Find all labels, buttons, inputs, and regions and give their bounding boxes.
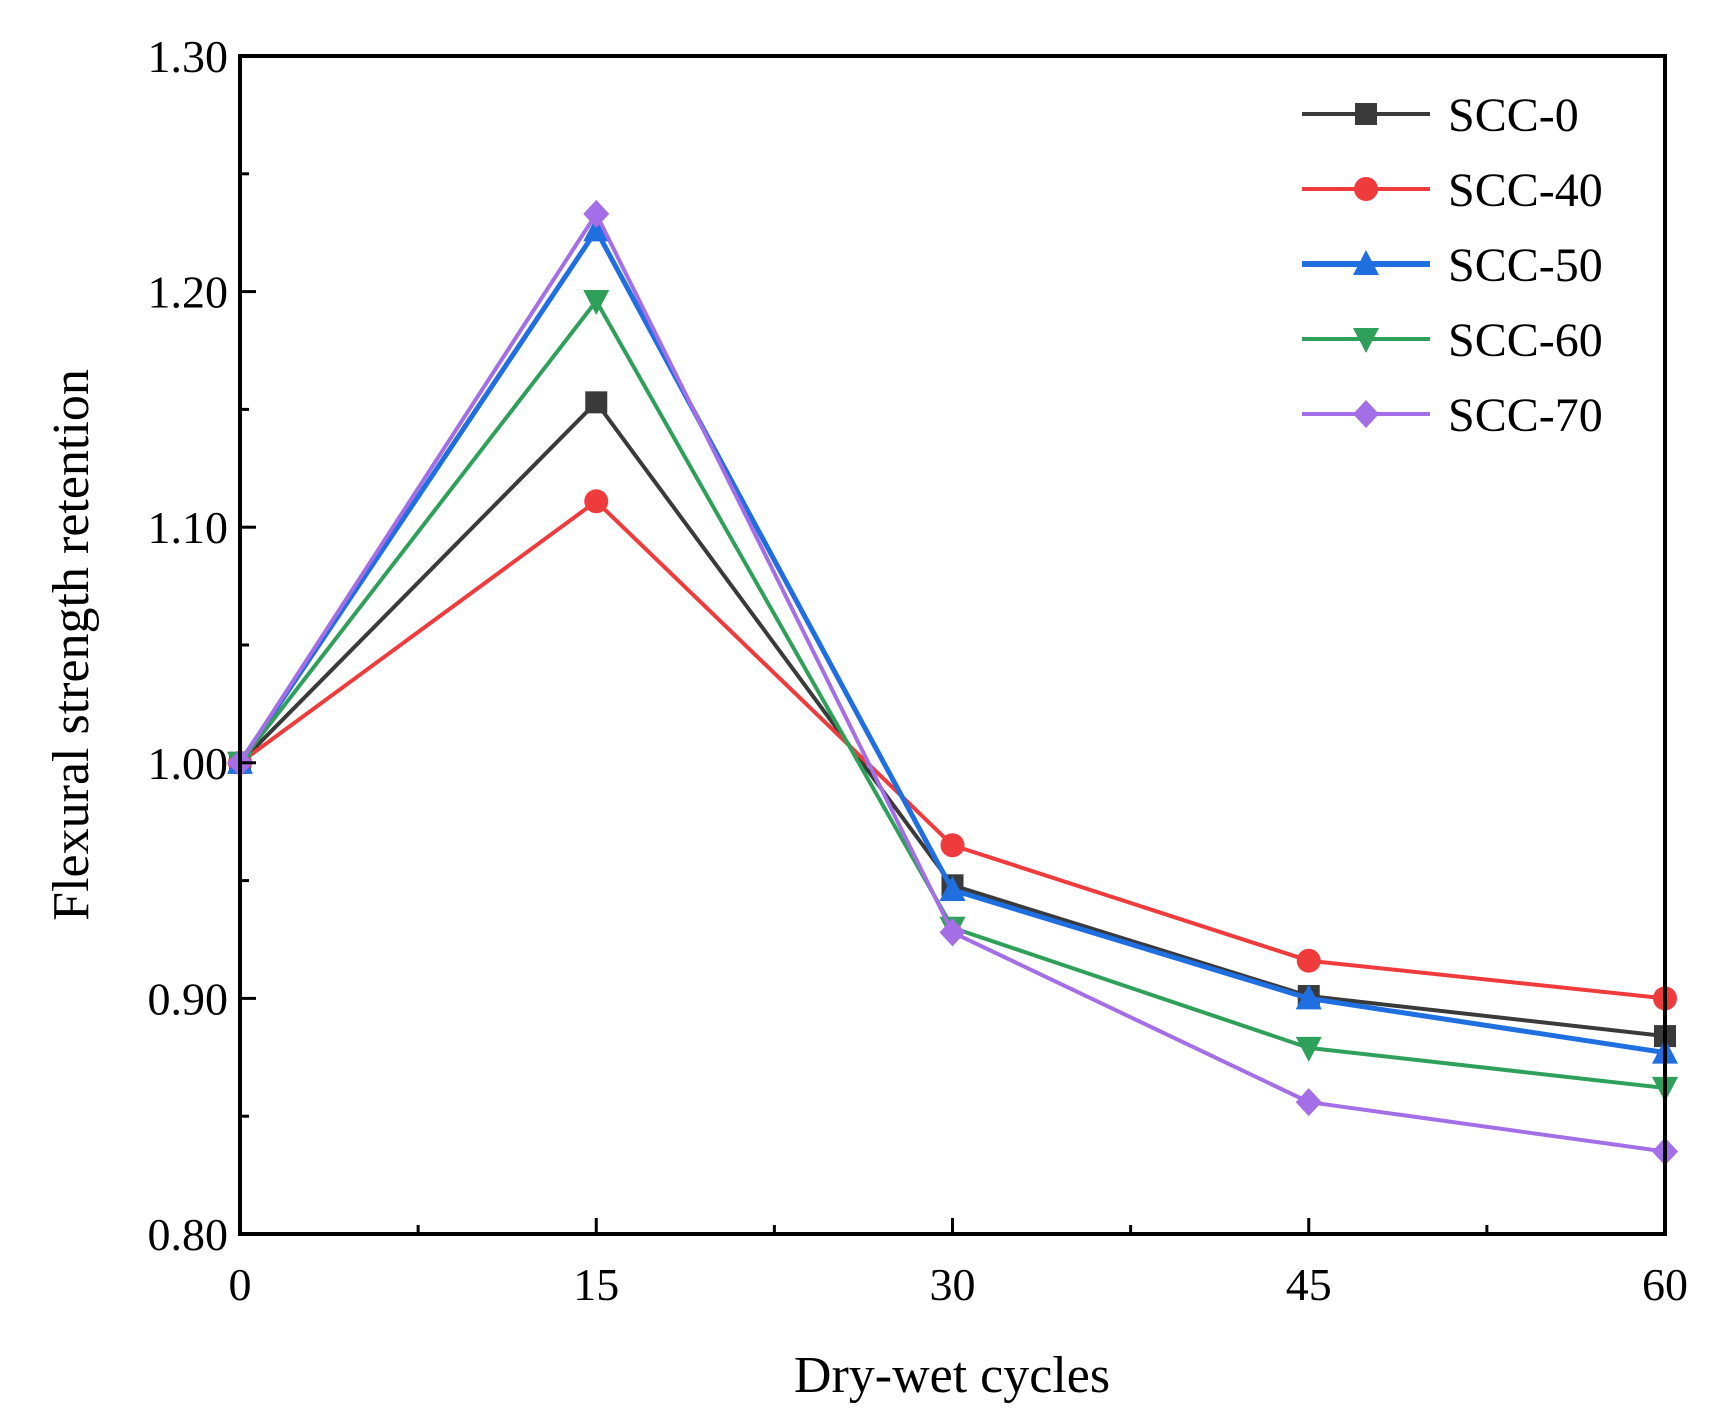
legend-item-scc-40: SCC-40 [1302, 164, 1603, 217]
plot-frame [238, 54, 1667, 1236]
y-axis-title: Flexural strength retention [43, 369, 100, 921]
series-scc-0 [229, 391, 1676, 1048]
y-tick-label: 1.20 [148, 267, 229, 318]
data-point-scc-60 [1295, 1036, 1322, 1062]
legend-label-scc-40: SCC-40 [1448, 164, 1603, 217]
legend-item-scc-70: SCC-70 [1302, 389, 1603, 442]
legend-label-scc-70: SCC-70 [1448, 389, 1603, 442]
x-axis-title: Dry-wet cycles [794, 1347, 1110, 1404]
legend: SCC-0 SCC-40 SCC-50 SCC-60 SCC-70 [1302, 89, 1603, 442]
data-point-scc-70 [939, 918, 966, 947]
data-point-scc-0 [585, 391, 608, 414]
data-point-scc-40 [1296, 948, 1321, 973]
legend-marker-scc-50 [1353, 250, 1379, 275]
x-tick-label: 30 [930, 1259, 976, 1310]
legend-marker-scc-70 [1353, 400, 1379, 428]
legend-item-scc-50: SCC-50 [1302, 239, 1603, 292]
data-point-scc-40 [584, 489, 609, 514]
x-tick-label: 60 [1642, 1259, 1688, 1310]
data-point-scc-50 [1295, 984, 1322, 1010]
series-scc-70 [227, 199, 1678, 1166]
y-tick-label: 1.30 [148, 31, 229, 82]
y-tick-label: 0.90 [148, 973, 229, 1024]
data-point-scc-50 [583, 216, 610, 242]
x-tick-label: 15 [573, 1259, 619, 1310]
data-point-scc-50 [939, 876, 966, 902]
data-point-scc-60 [583, 290, 610, 316]
legend-label-scc-50: SCC-50 [1448, 239, 1603, 292]
legend-marker-scc-0 [1355, 103, 1377, 125]
y-tick-label: 1.10 [148, 502, 229, 553]
series-layer [227, 199, 1678, 1166]
y-tick-label: 1.00 [148, 738, 229, 789]
legend-item-scc-0: SCC-0 [1302, 89, 1579, 142]
legend-marker-scc-40 [1354, 177, 1378, 201]
x-tick-label: 45 [1286, 1259, 1332, 1310]
axes-layer: 0 15 30 45 60 0.80 0.90 1.00 1.10 1.20 1.30 [148, 31, 1689, 1310]
legend-label-scc-60: SCC-60 [1448, 314, 1603, 367]
data-point-scc-40 [940, 833, 965, 858]
legend-marker-scc-60 [1353, 328, 1379, 353]
legend-label-scc-0: SCC-0 [1448, 89, 1579, 142]
data-point-scc-70 [583, 199, 610, 228]
legend-item-scc-60: SCC-60 [1302, 314, 1603, 367]
y-tick-label: 0.80 [148, 1209, 229, 1260]
data-point-scc-70 [1295, 1088, 1322, 1117]
x-tick-label: 0 [229, 1259, 252, 1310]
